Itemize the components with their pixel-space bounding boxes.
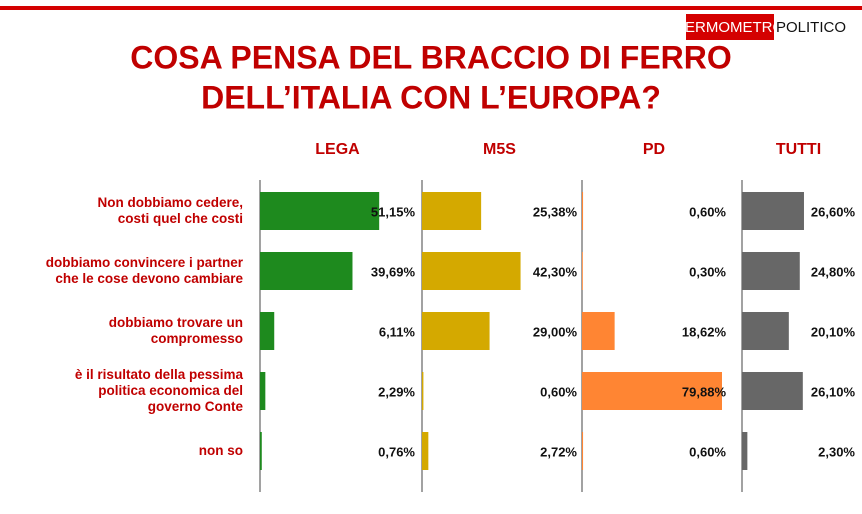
bar <box>422 192 482 230</box>
bar <box>422 432 429 470</box>
bar <box>742 252 800 290</box>
series-header: M5S <box>483 141 516 158</box>
bar <box>260 252 353 290</box>
value-label: 2,30% <box>818 444 855 459</box>
value-label: 0,60% <box>689 204 726 219</box>
bar <box>582 192 584 230</box>
category-label: non so <box>198 443 243 458</box>
logo-right: POLITICO <box>776 19 846 36</box>
value-label: 18,62% <box>682 324 727 339</box>
bar <box>582 252 583 290</box>
value-label: 42,30% <box>533 264 578 279</box>
bar <box>582 432 584 470</box>
bar <box>422 312 490 350</box>
category-label: dobbiamo convincere i partner che le cos… <box>45 255 243 286</box>
value-label: 26,10% <box>811 384 856 399</box>
bar <box>742 312 789 350</box>
bar <box>260 372 266 410</box>
value-label: 39,69% <box>371 264 416 279</box>
logo-box <box>686 14 774 40</box>
chart-title: COSA PENSA DEL BRACCIO DI FERRO <box>130 39 732 75</box>
value-label: 0,60% <box>540 384 577 399</box>
top-rule <box>0 6 862 10</box>
bar <box>260 192 380 230</box>
bar <box>422 372 424 410</box>
category-label: è il risultato della pessima politica ec… <box>74 367 243 414</box>
series-header: PD <box>643 141 665 158</box>
value-label: 79,88% <box>682 384 727 399</box>
value-label: 0,76% <box>378 444 415 459</box>
bar <box>582 312 615 350</box>
bar <box>582 372 722 410</box>
value-label: 24,80% <box>811 264 856 279</box>
series-header: TUTTI <box>776 141 821 158</box>
value-label: 2,29% <box>378 384 415 399</box>
value-label: 20,10% <box>811 324 856 339</box>
value-label: 6,11% <box>379 324 416 339</box>
category-label: dobbiamo trovare un compromesso <box>108 315 243 346</box>
logo-left: TERMOMETRO <box>676 19 784 36</box>
value-label: 26,60% <box>811 204 856 219</box>
value-label: 25,38% <box>533 204 578 219</box>
bar <box>742 192 804 230</box>
bar <box>422 252 521 290</box>
value-label: 0,30% <box>689 264 726 279</box>
bar <box>260 312 275 350</box>
bar <box>742 432 748 470</box>
series-header: LEGA <box>315 141 360 158</box>
category-label: Non dobbiamo cedere, costi quel che cost… <box>97 195 243 226</box>
bar <box>742 372 803 410</box>
value-label: 2,72% <box>540 444 577 459</box>
bar <box>260 432 262 470</box>
chart-title: DELL’ITALIA CON L’EUROPA? <box>201 79 661 115</box>
value-label: 51,15% <box>371 204 416 219</box>
value-label: 29,00% <box>533 324 578 339</box>
value-label: 0,60% <box>689 444 726 459</box>
